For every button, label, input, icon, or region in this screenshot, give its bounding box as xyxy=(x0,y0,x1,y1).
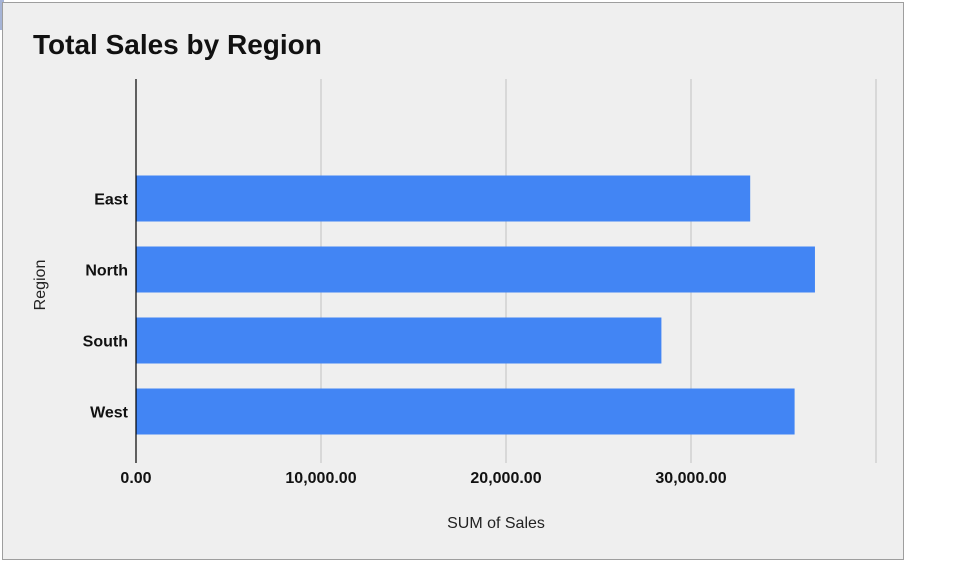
x-tick-label-1: 10,000.00 xyxy=(285,470,356,487)
bar-chart-plot: East North South West 0.00 10,000.00 20,000.00… xyxy=(32,79,877,532)
bar-west xyxy=(136,388,795,435)
bar-north xyxy=(136,246,815,293)
y-tick-label-north: North xyxy=(85,263,128,280)
y-tick-label-south: South xyxy=(83,334,128,351)
y-tick-label-west: West xyxy=(90,405,129,422)
x-axis-title: SUM of Sales xyxy=(447,515,545,532)
chart-title: Total Sales by Region xyxy=(33,29,322,60)
x-tick-label-0: 0.00 xyxy=(120,470,151,487)
bar-east xyxy=(136,175,751,222)
chart-container: Total Sales by Region East North South West… xyxy=(2,2,904,560)
x-tick-label-3: 30,000.00 xyxy=(655,470,726,487)
y-axis-title: Region xyxy=(32,260,49,311)
y-tick-label-east: East xyxy=(94,192,128,209)
bar-south xyxy=(136,317,662,364)
x-tick-label-2: 20,000.00 xyxy=(470,470,541,487)
